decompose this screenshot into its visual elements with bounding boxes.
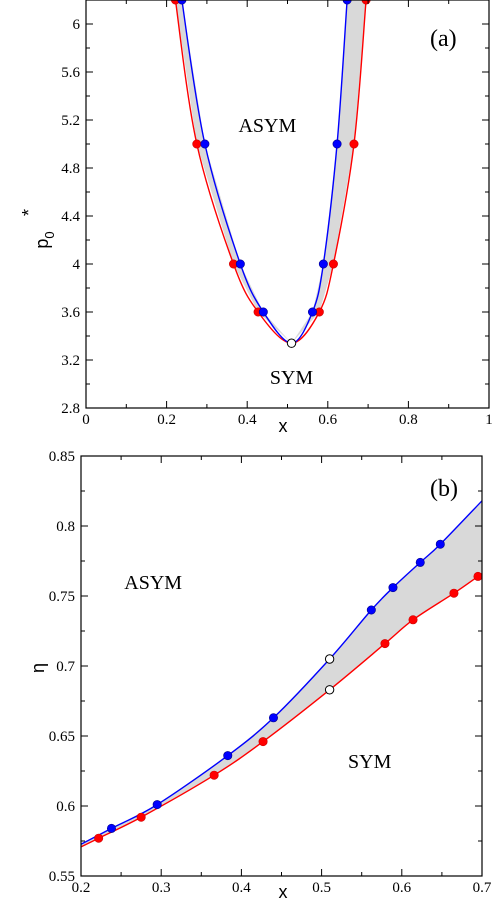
svg-text:*: * bbox=[19, 209, 39, 216]
panel-b: 0.2 0.3 0.4 0.5 0.6 0.7 0.55 0.6 0.65 0.7 0.75 0.8 0… bbox=[28, 449, 492, 901]
x-tick-label: 0.6 bbox=[318, 412, 337, 428]
x-tick-label: 0.2 bbox=[157, 412, 176, 428]
y-tick-label: 0.65 bbox=[49, 729, 75, 745]
series-blue-line bbox=[81, 500, 482, 845]
blue-point bbox=[152, 800, 162, 810]
region-label: ASYM bbox=[124, 572, 182, 594]
y-tick-label: 3.2 bbox=[61, 353, 80, 369]
critical-point bbox=[324, 685, 335, 695]
y-tick-label: 0.7 bbox=[56, 659, 75, 675]
y-tick-label: 4 bbox=[73, 257, 81, 273]
blue-point bbox=[258, 307, 268, 317]
red-point bbox=[349, 139, 359, 149]
red-point bbox=[380, 639, 390, 649]
red-point bbox=[328, 259, 338, 269]
x-tick-label: 0 bbox=[82, 412, 90, 428]
blue-point bbox=[388, 583, 398, 593]
shaded-region-left bbox=[175, 0, 292, 344]
red-point bbox=[209, 770, 219, 780]
region-label: ASYM bbox=[238, 115, 296, 137]
y-tick-label: 4.4 bbox=[61, 209, 80, 225]
red-point bbox=[408, 615, 418, 625]
blue-point bbox=[318, 259, 328, 269]
blue-point bbox=[223, 751, 233, 761]
red-point bbox=[192, 139, 202, 149]
x-tick-label: 0.6 bbox=[392, 880, 411, 896]
blue-point bbox=[366, 605, 376, 615]
panel-b-ylabel: η bbox=[28, 663, 48, 673]
critical-point bbox=[324, 654, 335, 664]
x-tick-label: 0.8 bbox=[399, 412, 418, 428]
y-tick-label: 6 bbox=[73, 17, 81, 33]
panel-b-label: (b) bbox=[430, 476, 458, 502]
shaded-region bbox=[81, 500, 482, 847]
critical-point bbox=[286, 338, 297, 348]
svg-text:p0: p0 bbox=[32, 231, 57, 248]
red-point bbox=[258, 737, 268, 747]
y-tick-label: 0.8 bbox=[56, 519, 75, 535]
x-tick-label: 0.2 bbox=[72, 880, 91, 896]
y-tick-label: 0.85 bbox=[49, 449, 75, 465]
blue-point bbox=[177, 0, 187, 5]
y-tick-label: 5.6 bbox=[61, 65, 80, 81]
blue-point bbox=[235, 259, 245, 269]
region-label: SYM bbox=[348, 751, 392, 773]
panel-a: 0 0.2 0.4 0.6 0.8 1 2.8 3.2 3.6 4 4.4 4.8 5.2 5.6 6 ASY… bbox=[19, 0, 493, 436]
x-tick-label: 1 bbox=[485, 412, 493, 428]
blue-point bbox=[342, 0, 352, 5]
panel-a-label: (a) bbox=[430, 26, 457, 52]
red-point bbox=[473, 571, 482, 581]
red-point bbox=[449, 588, 459, 598]
x-tick-label: 0.5 bbox=[312, 880, 331, 896]
region-label: SYM bbox=[270, 367, 314, 389]
y-tick-label: 2.8 bbox=[61, 401, 80, 417]
x-tick-label: 0.4 bbox=[238, 412, 257, 428]
blue-point bbox=[415, 557, 425, 567]
blue-point bbox=[435, 539, 445, 549]
x-tick-label: 0.7 bbox=[473, 880, 492, 896]
blue-point bbox=[106, 823, 116, 833]
y-tick-label: 0.6 bbox=[56, 799, 75, 815]
blue-point bbox=[332, 139, 342, 149]
blue-point bbox=[307, 307, 317, 317]
x-tick-label: 0.4 bbox=[232, 880, 251, 896]
y-tick-label: 0.55 bbox=[49, 869, 75, 885]
blue-point bbox=[200, 139, 210, 149]
shaded-region-right bbox=[291, 0, 367, 344]
panel-a-xlabel: x bbox=[279, 416, 288, 436]
y-tick-label: 5.2 bbox=[61, 113, 80, 129]
panel-a-ylabel: p0 * bbox=[19, 209, 57, 249]
blue-point bbox=[268, 713, 278, 723]
x-tick-label: 0.3 bbox=[152, 880, 171, 896]
y-tick-label: 3.6 bbox=[61, 305, 80, 321]
red-point bbox=[136, 812, 146, 822]
y-tick-label: 4.8 bbox=[61, 161, 80, 177]
red-point bbox=[94, 833, 104, 843]
panel-a-frame bbox=[85, 0, 490, 409]
panel-b-xlabel: x bbox=[279, 882, 288, 901]
y-tick-label: 0.75 bbox=[49, 589, 75, 605]
